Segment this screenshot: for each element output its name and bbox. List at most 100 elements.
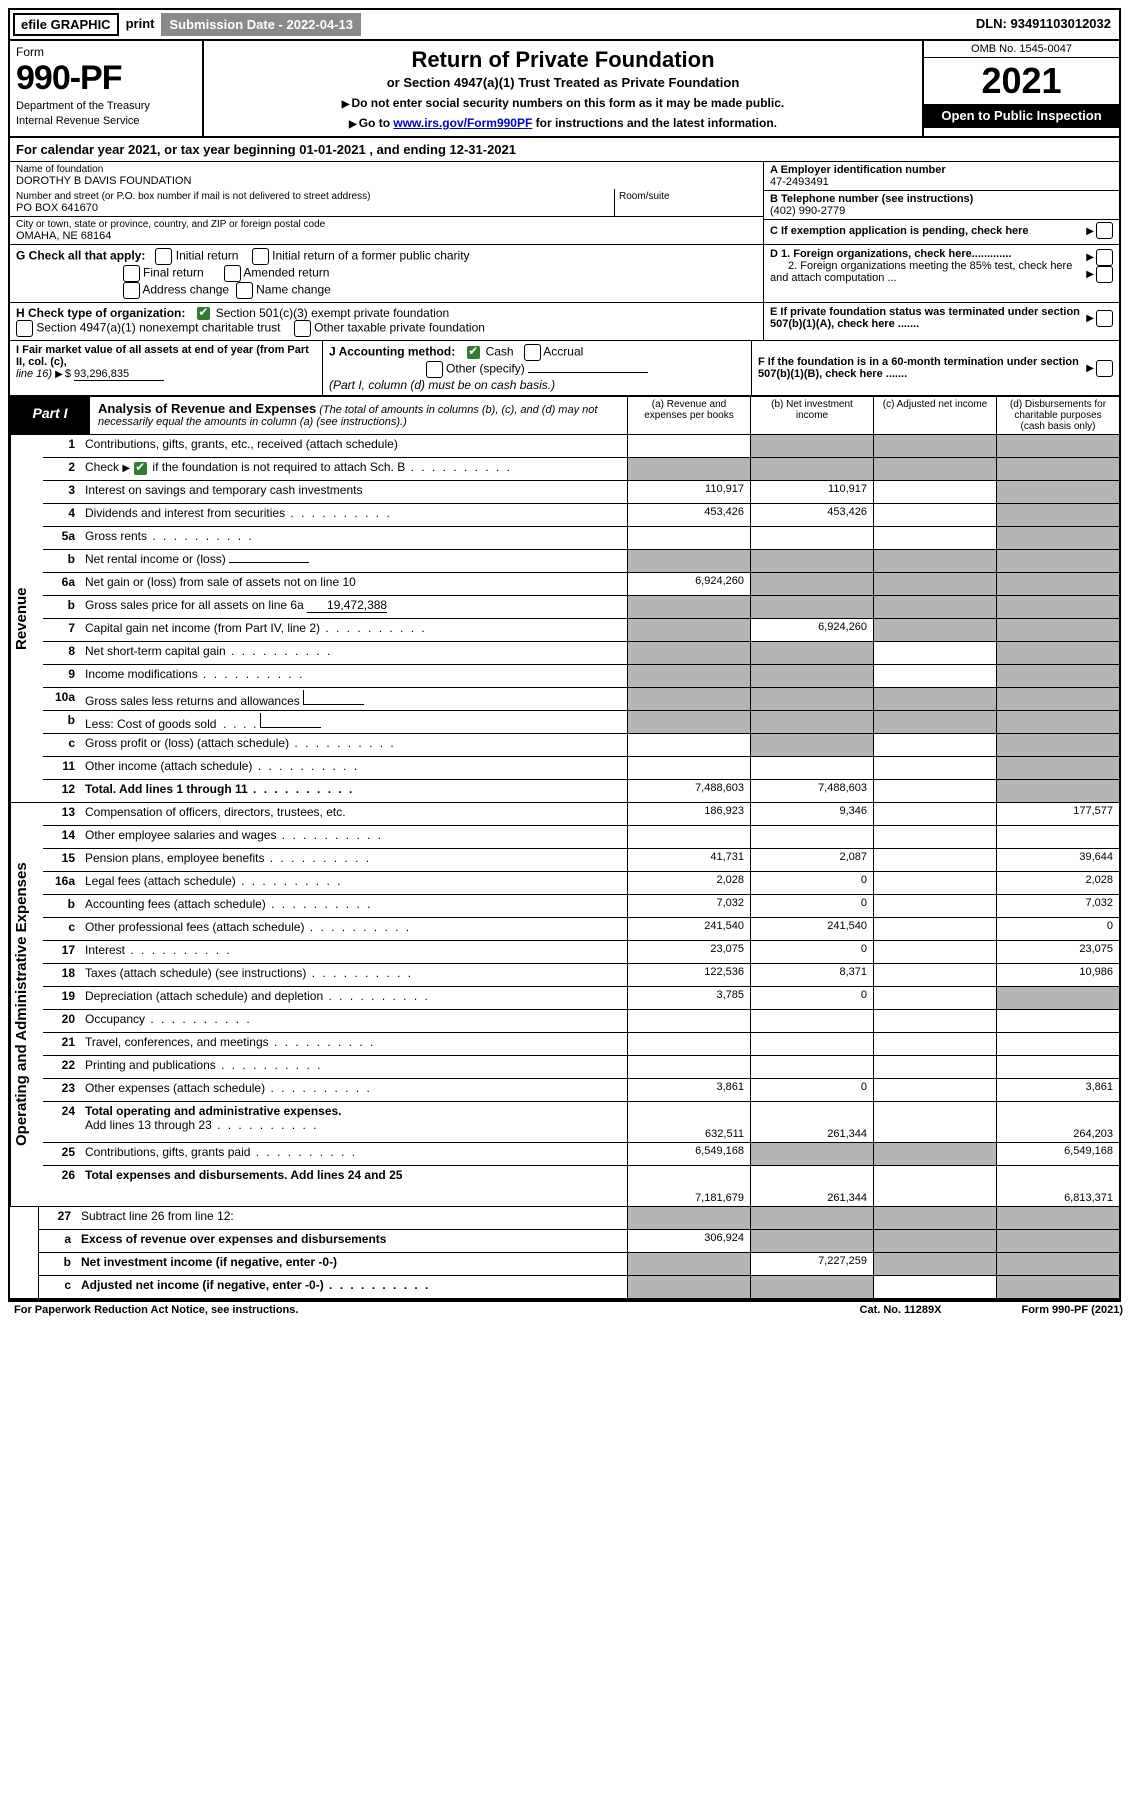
- footer-form-num: 990-PF: [1052, 1304, 1088, 1316]
- cell: [873, 1056, 996, 1078]
- d2-text: 2. Foreign organizations meeting the 85%…: [770, 260, 1072, 284]
- g-amended-checkbox[interactable]: [224, 265, 241, 282]
- h-other-checkbox[interactable]: [294, 320, 311, 337]
- table-row: 12 Total. Add lines 1 through 11 7,488,6…: [43, 780, 1119, 802]
- l10a-text: Gross sales less returns and allowances: [85, 694, 300, 708]
- table-row: 6a Net gain or (loss) from sale of asset…: [43, 573, 1119, 596]
- cell: [873, 504, 996, 526]
- cell-shaded: [873, 619, 996, 641]
- cell-shaded: [996, 1230, 1119, 1252]
- g-name-change-checkbox[interactable]: [236, 282, 253, 299]
- table-row: b Less: Cost of goods sold . . . .: [43, 711, 1119, 734]
- g-initial-former-checkbox[interactable]: [252, 248, 269, 265]
- dept-2: Internal Revenue Service: [16, 115, 196, 128]
- g-final-checkbox[interactable]: [123, 265, 140, 282]
- cell: [627, 826, 750, 848]
- line-num: 4: [43, 504, 81, 526]
- g-addr-change-checkbox[interactable]: [123, 282, 140, 299]
- print-label[interactable]: print: [122, 10, 159, 39]
- line-27b-desc: Net investment income (if negative, ente…: [77, 1253, 627, 1275]
- line-num: b: [43, 550, 81, 572]
- h-label: H Check type of organization:: [16, 306, 185, 320]
- line-num: 16a: [43, 872, 81, 894]
- j-other-checkbox[interactable]: [426, 361, 443, 378]
- cell-shaded: [750, 1276, 873, 1298]
- cell-shaded: [996, 665, 1119, 687]
- j-other: Other (specify): [446, 362, 525, 376]
- cell-shaded: [627, 688, 750, 710]
- h-block: H Check type of organization: Section 50…: [10, 303, 764, 340]
- j-cash-checkbox[interactable]: [467, 346, 480, 359]
- phone-label: B Telephone number (see instructions): [770, 193, 1113, 205]
- page-footer: For Paperwork Reduction Act Notice, see …: [8, 1302, 1129, 1318]
- entity-left: Name of foundation DOROTHY B DAVIS FOUND…: [10, 162, 763, 244]
- l16b-text: Accounting fees (attach schedule): [85, 897, 266, 911]
- line-num: 27: [39, 1207, 77, 1229]
- city-label: City or town, state or province, country…: [16, 219, 757, 230]
- cell-shaded: [996, 734, 1119, 756]
- cell: [750, 1010, 873, 1032]
- cell-shaded: [873, 596, 996, 618]
- cell: [873, 872, 996, 894]
- cell-shaded: [750, 458, 873, 480]
- part-1-desc: Analysis of Revenue and Expenses (The to…: [90, 397, 628, 434]
- col-a-header: (a) Revenue and expenses per books: [628, 397, 751, 434]
- l16b-d: 7,032: [996, 895, 1119, 917]
- line-num: 18: [43, 964, 81, 986]
- cell-shaded: [750, 642, 873, 664]
- l16c-d: 0: [996, 918, 1119, 940]
- table-row: 22 Printing and publications: [43, 1056, 1119, 1079]
- l19-b: 0: [750, 987, 873, 1009]
- cell: [873, 826, 996, 848]
- cell-shaded: [996, 642, 1119, 664]
- name-label: Name of foundation: [16, 164, 757, 175]
- omb-number: OMB No. 1545-0047: [924, 41, 1119, 58]
- l24-d: 264,203: [996, 1102, 1119, 1142]
- j-accrual-checkbox[interactable]: [524, 344, 541, 361]
- l18-text: Taxes (attach schedule) (see instruction…: [85, 966, 306, 980]
- l18-b: 8,371: [750, 964, 873, 986]
- d-block: D 1. Foreign organizations, check here..…: [764, 245, 1119, 302]
- l18-d: 10,986: [996, 964, 1119, 986]
- line-16b-desc: Accounting fees (attach schedule): [81, 895, 627, 917]
- cell-shaded: [873, 573, 996, 595]
- line-17-desc: Interest: [81, 941, 627, 963]
- dln: DLN: 93491103012032: [968, 10, 1119, 39]
- cell-shaded: [627, 711, 750, 733]
- l17-text: Interest: [85, 943, 125, 957]
- line-num: 22: [43, 1056, 81, 1078]
- f-checkbox[interactable]: [1096, 360, 1113, 377]
- h-4947-checkbox[interactable]: [16, 320, 33, 337]
- table-row: c Other professional fees (attach schedu…: [43, 918, 1119, 941]
- line-9-desc: Income modifications: [81, 665, 627, 687]
- table-row: 2 Check if the foundation is not require…: [43, 458, 1119, 481]
- line-num: 8: [43, 642, 81, 664]
- line-1-desc: Contributions, gifts, grants, etc., rece…: [81, 435, 627, 457]
- g-initial-checkbox[interactable]: [155, 248, 172, 265]
- revenue-section: Revenue 1 Contributions, gifts, grants, …: [10, 435, 1119, 803]
- l13-d: 177,577: [996, 803, 1119, 825]
- c-checkbox[interactable]: [1096, 222, 1113, 239]
- i-line: line 16): [16, 368, 55, 380]
- d1-checkbox[interactable]: [1096, 249, 1113, 266]
- l4-a: 453,426: [627, 504, 750, 526]
- line-8-desc: Net short-term capital gain: [81, 642, 627, 664]
- l7-b: 6,924,260: [750, 619, 873, 641]
- footer-year: 2021: [1095, 1304, 1119, 1316]
- l25-text: Contributions, gifts, grants paid: [85, 1145, 250, 1159]
- l2-checkbox[interactable]: [134, 462, 147, 475]
- cell: [873, 665, 996, 687]
- instructions-link[interactable]: www.irs.gov/Form990PF: [393, 116, 532, 130]
- d2-checkbox[interactable]: [1096, 266, 1113, 283]
- line-19-desc: Depreciation (attach schedule) and deple…: [81, 987, 627, 1009]
- line-num: b: [39, 1253, 77, 1275]
- table-row: 26 Total expenses and disbursements. Add…: [43, 1166, 1119, 1206]
- cell: [873, 642, 996, 664]
- cell-shaded: [750, 1230, 873, 1252]
- part-1-title: Analysis of Revenue and Expenses: [98, 401, 316, 416]
- instr-1: Do not enter social security numbers on …: [214, 96, 912, 110]
- e-checkbox[interactable]: [1096, 310, 1113, 327]
- ein-value: 47-2493491: [770, 176, 1113, 188]
- l10b-box: [260, 713, 321, 728]
- h-501c3-checkbox[interactable]: [197, 307, 210, 320]
